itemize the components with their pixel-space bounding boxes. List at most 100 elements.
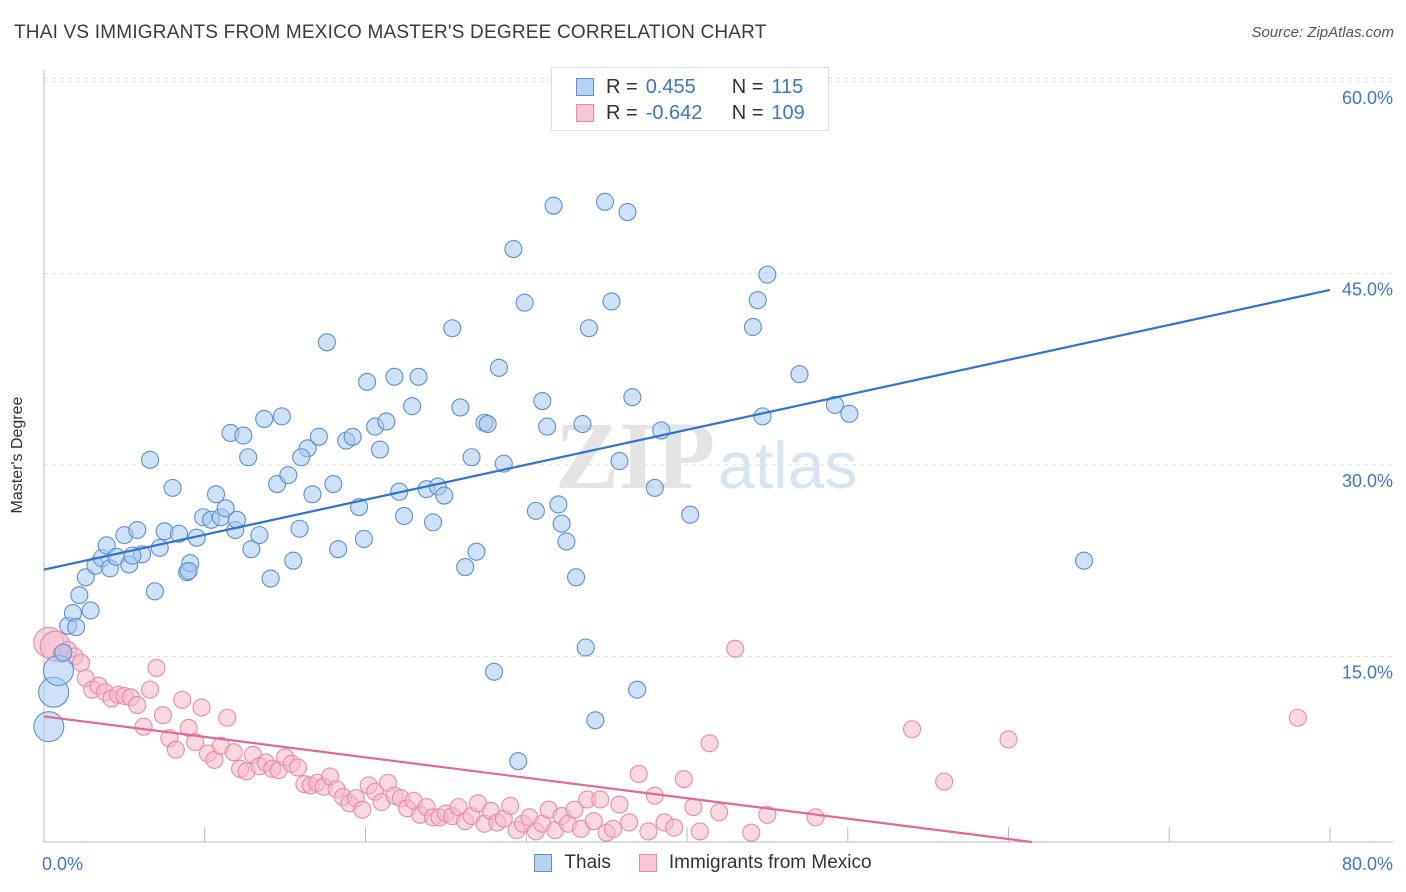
- legend-label-mexico: Immigrants from Mexico: [668, 852, 872, 873]
- data-point: [250, 526, 269, 545]
- data-point: [173, 690, 192, 709]
- data-point: [610, 452, 629, 471]
- data-point: [317, 333, 336, 352]
- data-point: [1288, 708, 1307, 727]
- tick-labels: 15.0% 30.0% 45.0% 60.0% 0.0% 80.0%: [42, 88, 1393, 874]
- data-point: [565, 800, 584, 819]
- data-point: [902, 720, 922, 739]
- data-point: [216, 499, 235, 518]
- data-point: [700, 734, 719, 753]
- data-point: [509, 752, 528, 771]
- legend-swatch-pink: [576, 104, 594, 122]
- data-point: [272, 407, 291, 426]
- y-tick-label: 30.0%: [1342, 471, 1393, 491]
- data-point: [67, 618, 86, 637]
- data-point: [557, 532, 576, 551]
- data-point: [33, 711, 65, 743]
- x-tick-label: 0.0%: [42, 854, 83, 874]
- legend-r-label: R =: [606, 101, 638, 124]
- data-point: [145, 582, 164, 601]
- trend-line-mexico: [43, 715, 1032, 844]
- legend-swatch-blue: [576, 78, 594, 96]
- data-point: [515, 293, 534, 312]
- source-label: Source: ZipAtlas.com: [1251, 24, 1394, 41]
- data-point: [128, 695, 147, 715]
- legend-label-thais: Thais: [564, 852, 611, 873]
- legend-n-value: 115: [771, 75, 804, 98]
- data-point: [552, 514, 571, 533]
- data-point: [435, 486, 454, 505]
- watermark: ZIP atlas: [555, 402, 857, 509]
- data-point: [629, 764, 648, 783]
- data-point: [610, 795, 629, 814]
- data-point: [549, 495, 568, 514]
- data-point: [748, 291, 767, 310]
- data-point: [825, 395, 844, 414]
- data-point: [999, 730, 1018, 749]
- data-point: [141, 450, 160, 469]
- data-point: [303, 485, 322, 504]
- legend-item-thais[interactable]: Thais: [534, 852, 611, 874]
- data-point: [395, 506, 414, 526]
- series-legend: Thais Immigrants from Mexico: [0, 852, 1406, 874]
- correlation-legend: R = 0.455 N = 115 R = -0.642 N = 109: [551, 67, 829, 131]
- pink-series: [33, 626, 1307, 842]
- data-point: [354, 529, 373, 549]
- data-point: [206, 485, 226, 504]
- legend-r-value: 0.455: [645, 75, 696, 98]
- data-point: [753, 407, 772, 426]
- data-point: [163, 478, 182, 497]
- data-point: [218, 708, 237, 727]
- data-point: [758, 805, 777, 824]
- data-point: [279, 466, 298, 485]
- data-point: [602, 292, 621, 311]
- legend-row-thais: R = 0.455 N = 115: [576, 74, 803, 100]
- data-point: [456, 558, 475, 577]
- data-point: [573, 414, 592, 434]
- data-point: [628, 680, 647, 699]
- data-point: [169, 524, 189, 543]
- data-point: [467, 542, 486, 561]
- data-point: [504, 240, 523, 259]
- data-point: [54, 643, 73, 662]
- data-point: [377, 412, 396, 431]
- data-point: [623, 388, 642, 407]
- data-point: [451, 398, 470, 417]
- data-point: [309, 427, 328, 446]
- data-point: [533, 391, 552, 411]
- data-point: [370, 440, 390, 459]
- data-point: [639, 822, 658, 841]
- axes: [43, 70, 1393, 843]
- data-point: [385, 367, 404, 386]
- data-point: [153, 706, 173, 725]
- data-point: [234, 426, 253, 445]
- data-point: [179, 561, 198, 580]
- data-point: [443, 319, 462, 338]
- data-point: [403, 397, 422, 416]
- watermark-atlas: atlas: [718, 428, 857, 502]
- data-point: [665, 818, 684, 837]
- y-tick-label: 60.0%: [1342, 88, 1393, 108]
- data-point: [284, 551, 303, 570]
- data-point: [501, 796, 520, 815]
- legend-row-mexico: R = -0.642 N = 109: [576, 100, 805, 126]
- data-point: [726, 639, 745, 658]
- data-point: [579, 319, 598, 338]
- data-point: [758, 265, 777, 284]
- data-point: [489, 358, 508, 377]
- data-point: [186, 732, 205, 752]
- data-point: [591, 790, 610, 809]
- data-point: [147, 658, 166, 677]
- data-point: [288, 758, 308, 777]
- data-point: [595, 192, 615, 211]
- data-point: [567, 568, 586, 587]
- data-point: [329, 540, 348, 559]
- blue-series: [33, 192, 1094, 771]
- data-point: [150, 538, 169, 557]
- data-point: [526, 501, 545, 520]
- legend-item-mexico[interactable]: Immigrants from Mexico: [638, 852, 872, 874]
- data-point: [604, 819, 623, 838]
- data-point: [584, 812, 603, 831]
- data-point: [343, 427, 362, 446]
